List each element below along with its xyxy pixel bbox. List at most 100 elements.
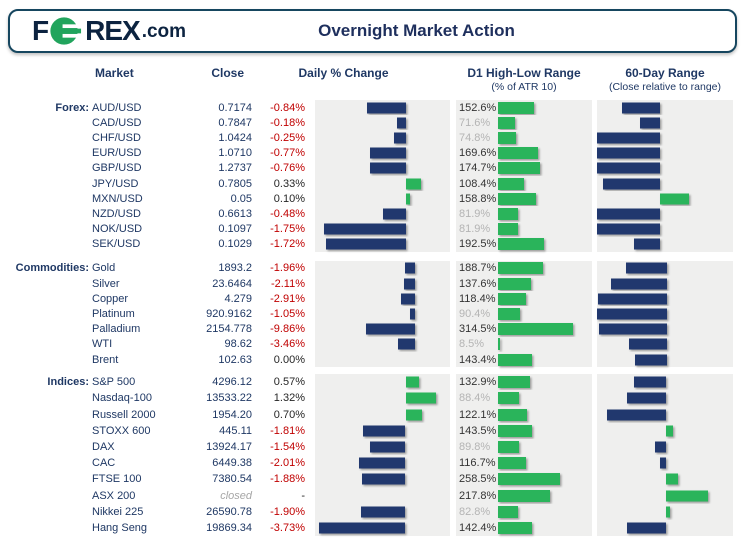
- close-value: 0.7174: [218, 101, 252, 114]
- range60-bar: [634, 354, 667, 366]
- daily-change-bar-cell: [315, 438, 450, 456]
- d1-range-bar: [498, 162, 540, 175]
- range60-cell: [597, 422, 733, 439]
- d1-range-cell: 132.9%: [456, 374, 592, 391]
- daily-pct-value: -3.46%: [270, 338, 305, 351]
- daily-change-bar-cell: [315, 100, 450, 116]
- daily-change-bar: [383, 208, 406, 220]
- d1-range-bar: [498, 207, 518, 220]
- d1-range-bar: [498, 338, 500, 351]
- section-label: [0, 390, 89, 406]
- d1-range-cell: 258.5%: [456, 471, 592, 488]
- section-label: Indices:: [47, 376, 89, 389]
- d1-range-label: 174.7%: [459, 162, 497, 175]
- range60-cell: [597, 115, 733, 131]
- d1-range-bar: [498, 408, 528, 421]
- d1-range-bar: [498, 489, 550, 502]
- daily-change-bar: [361, 506, 406, 518]
- daily-pct-value: -3.73%: [270, 521, 305, 534]
- table-row: Palladium 2154.778 -9.86% 314.5%: [0, 321, 749, 337]
- close-value: 26590.78: [206, 505, 252, 518]
- table-row: Hang Seng 19869.34 -3.73% 142.4%: [0, 519, 749, 537]
- d1-range-bar: [498, 116, 515, 129]
- daily-change-bar-cell: [315, 145, 450, 161]
- daily-pct-value: -9.86%: [270, 323, 305, 336]
- d1-range-cell: 118.4%: [456, 291, 592, 307]
- close-value: 98.62: [224, 338, 252, 351]
- section-label: [0, 206, 89, 221]
- table-row: Forex: AUD/USD 0.7174 -0.84% 152.6%: [0, 100, 749, 116]
- daily-change-bar-cell: [315, 336, 450, 352]
- column-header-daily-pct-change: Daily % Change: [298, 66, 389, 80]
- close-value: 920.9162: [206, 308, 252, 321]
- column-gap: [305, 130, 315, 145]
- range60-header-label: 60-Day Range: [625, 66, 705, 80]
- column-gap: [305, 176, 315, 191]
- d1-range-bar: [498, 353, 533, 366]
- range60-bar: [606, 409, 666, 421]
- logo-text-dotcom: .com: [141, 20, 187, 42]
- daily-change-bar-cell: [315, 406, 450, 423]
- d1-range-label: 90.4%: [459, 308, 491, 321]
- range60-cell: [597, 455, 733, 472]
- section-label: [0, 161, 89, 176]
- daily-change-bar-cell: [315, 306, 450, 322]
- table-row: CHF/USD 1.0424 -0.25% 74.8%: [0, 130, 749, 146]
- daily-change-bar: [405, 376, 419, 388]
- table-row: NOK/USD 0.1097 -1.75% 81.9%: [0, 221, 749, 237]
- range60-cell: [597, 503, 733, 520]
- close-value: 445.11: [219, 424, 252, 437]
- d1-range-label: 74.8%: [459, 131, 491, 144]
- section-label: [0, 176, 89, 191]
- table-row: GBP/USD 1.2737 -0.76% 174.7%: [0, 160, 749, 176]
- column-gap: [305, 146, 315, 161]
- range60-cell: [597, 321, 733, 337]
- range60-cell: [597, 191, 733, 207]
- d1-range-cell: 174.7%: [456, 160, 592, 176]
- range60-cell: [597, 291, 733, 307]
- column-gap: [305, 237, 315, 252]
- column-header-d1-high-low-range: D1 High-Low Range (% of ATR 10): [456, 66, 592, 93]
- daily-pct-value: -1.54%: [270, 441, 305, 454]
- section-label: Commodities:: [15, 262, 89, 275]
- section-commodities: Commodities: Gold 1893.2 -1.96% 188.7% Silver…: [0, 260, 749, 368]
- d1-range-bar: [498, 277, 531, 290]
- daily-change-bar: [397, 117, 406, 129]
- logo-text-f: F: [32, 15, 49, 46]
- range60-cell: [597, 438, 733, 456]
- range60-cell: [597, 390, 733, 407]
- d1-range-label: 188.7%: [459, 262, 497, 275]
- market-label: CAD/USD: [92, 116, 142, 129]
- d1-range-label: 217.8%: [459, 489, 497, 502]
- daily-change-bar: [369, 441, 406, 453]
- table-row: Indices: S&P 500 4296.12 0.57% 132.9%: [0, 374, 749, 391]
- daily-change-bar: [397, 338, 415, 350]
- column-gap: [305, 352, 315, 367]
- close-value: 4296.12: [212, 376, 252, 389]
- d1-range-bar: [498, 308, 520, 321]
- d1-range-label: 8.5%: [459, 338, 485, 351]
- d1-range-cell: 192.5%: [456, 236, 592, 252]
- daily-pct-value: -1.96%: [270, 262, 305, 275]
- forex-logo-o-icon: [50, 17, 85, 45]
- daily-change-bar-cell: [315, 487, 450, 504]
- range60-cell: [597, 206, 733, 222]
- d1-range-cell: 137.6%: [456, 276, 592, 292]
- daily-pct-value: -1.05%: [270, 308, 305, 321]
- close-value: 1.0424: [218, 131, 252, 144]
- d1-header-subtitle: (% of ATR 10): [491, 81, 557, 93]
- range60-bar: [666, 490, 709, 502]
- d1-range-cell: 82.8%: [456, 503, 592, 520]
- range60-cell: [597, 260, 733, 277]
- column-gap: [305, 455, 315, 471]
- range60-bar: [602, 178, 661, 190]
- range60-bar: [634, 238, 661, 250]
- section-label: [0, 130, 89, 145]
- daily-change-bar: [369, 147, 406, 159]
- d1-range-cell: 116.7%: [456, 455, 592, 472]
- d1-range-bar: [498, 376, 530, 389]
- daily-change-bar-cell: [315, 503, 450, 520]
- market-label: Russell 2000: [92, 408, 156, 421]
- close-value: 7380.54: [212, 473, 252, 486]
- column-gap: [305, 222, 315, 237]
